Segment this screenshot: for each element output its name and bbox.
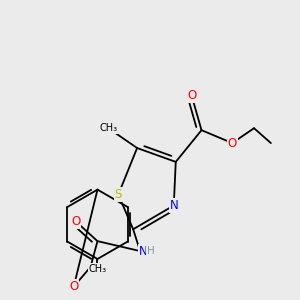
Text: O: O bbox=[187, 89, 196, 102]
Text: O: O bbox=[228, 136, 237, 150]
Text: N: N bbox=[169, 199, 178, 212]
Text: CH₃: CH₃ bbox=[99, 123, 118, 133]
Text: O: O bbox=[71, 215, 80, 228]
Text: CH₃: CH₃ bbox=[88, 264, 106, 274]
Text: H: H bbox=[147, 246, 154, 256]
Text: S: S bbox=[115, 188, 122, 201]
Text: N: N bbox=[139, 244, 147, 258]
Text: O: O bbox=[69, 280, 78, 293]
